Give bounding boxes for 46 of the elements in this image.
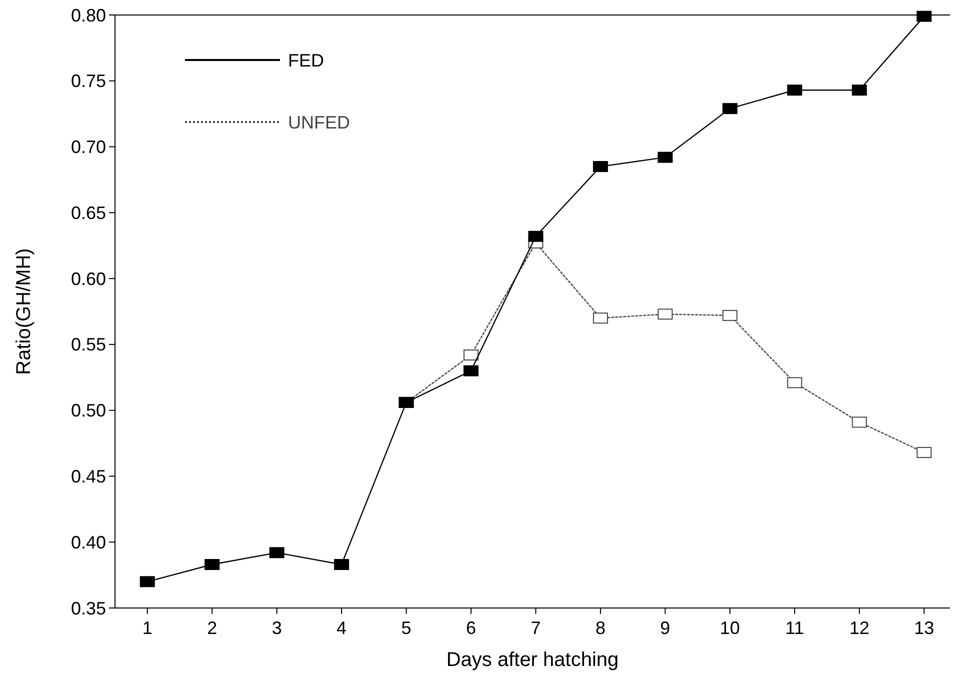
y-tick-label: 0.75 xyxy=(70,71,106,92)
point xyxy=(916,447,932,458)
y-tick-label: 0.35 xyxy=(70,598,106,618)
x-tick-label: 6 xyxy=(466,618,476,638)
point xyxy=(787,377,802,388)
x-tick-label: 1 xyxy=(142,618,152,638)
point xyxy=(464,365,479,376)
y-tick-label: 0.55 xyxy=(70,334,106,355)
point xyxy=(852,84,867,96)
y-tick-label: 0.80 xyxy=(70,5,106,26)
x-tick-label: 7 xyxy=(530,618,541,638)
x-tick-label: 10 xyxy=(720,618,740,638)
point xyxy=(528,230,544,242)
y-tick-label: 0.70 xyxy=(70,137,106,158)
point xyxy=(592,312,608,324)
x-tick-label: 4 xyxy=(336,618,347,638)
point xyxy=(722,103,738,114)
x-tick-label: 12 xyxy=(849,618,870,638)
point xyxy=(787,84,802,96)
text: UNFED xyxy=(288,112,350,132)
x-tick-label: 5 xyxy=(401,618,412,638)
y-tick-label: 0.65 xyxy=(70,202,106,223)
text: FED xyxy=(288,50,324,70)
point xyxy=(334,559,350,570)
y-tick-label: 0.60 xyxy=(70,268,106,289)
x-tick-label: 8 xyxy=(595,618,606,638)
y-tick-label: 0.50 xyxy=(70,400,106,421)
x-tick-label: 2 xyxy=(207,618,218,638)
y-axis-title: Ratio(GH/MH) xyxy=(13,248,35,375)
point xyxy=(658,308,673,320)
point xyxy=(658,152,673,163)
y-tick-label: 0.40 xyxy=(70,532,106,552)
point xyxy=(916,10,932,22)
y-tick-label: 0.45 xyxy=(70,466,106,487)
point xyxy=(269,547,284,558)
x-tick-label: 11 xyxy=(785,618,804,638)
point xyxy=(204,559,220,570)
x-tick-label: 9 xyxy=(660,618,670,638)
point xyxy=(852,416,867,428)
x-tick-label: 3 xyxy=(272,618,282,638)
x-tick-label: 13 xyxy=(914,618,934,638)
point xyxy=(464,349,479,360)
point xyxy=(722,310,738,321)
point xyxy=(592,161,608,172)
x-axis-title: Days after hatching xyxy=(446,649,619,671)
point xyxy=(140,576,155,588)
